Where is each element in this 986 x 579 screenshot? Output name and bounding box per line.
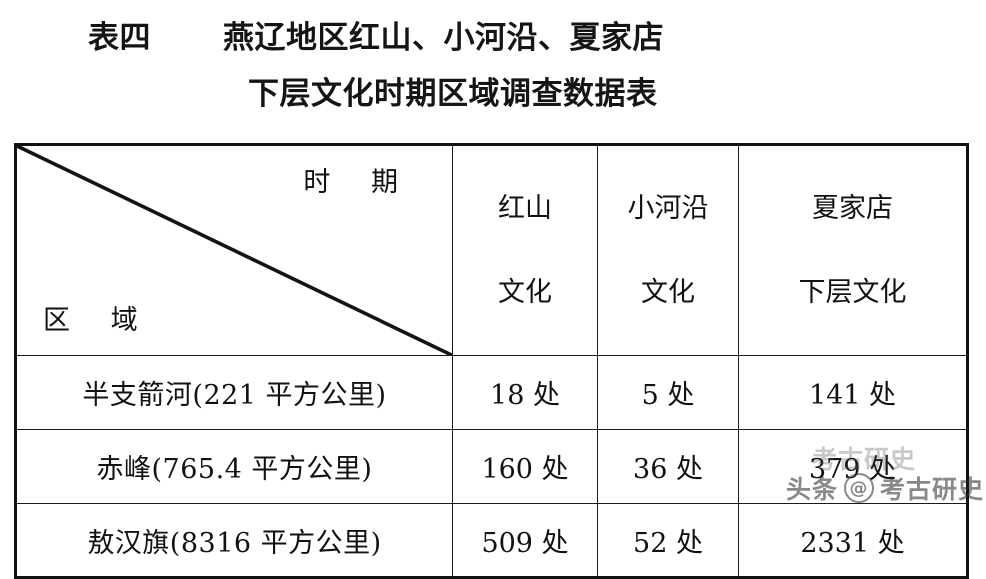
table-row: 敖汉旗(8316 平方公里) 509 处 52 处 2331 处 <box>15 503 968 579</box>
row-region-name: 赤峰(765.4 平方公里) <box>15 429 453 505</box>
row-value-hongshan: 18 处 <box>452 355 598 431</box>
survey-data-table: 时 期 区 域 红山 文化 小河沿 文化 夏家店 下层文化 半支箭河(221 平… <box>14 143 969 579</box>
corner-region-label: 区 域 <box>43 305 154 337</box>
table-number-label: 表四 <box>88 20 151 56</box>
table-header-row: 时 期 区 域 红山 文化 小河沿 文化 夏家店 下层文化 <box>15 143 968 357</box>
column-header-xiaoheyan-line2: 文化 <box>641 276 695 308</box>
title-line-2: 下层文化时期区域调查数据表 <box>0 66 986 122</box>
watermark-prefix: 头条 <box>786 475 839 504</box>
column-header-hongshan: 红山 文化 <box>452 143 598 357</box>
column-header-xiajiadian-line2: 下层文化 <box>798 276 907 308</box>
title-text-line-2: 下层文化时期区域调查数据表 <box>248 76 658 112</box>
table-row: 半支箭河(221 平方公里) 18 处 5 处 141 处 <box>15 355 968 431</box>
at-icon: @ <box>844 473 875 503</box>
row-region-name: 敖汉旗(8316 平方公里) <box>15 503 453 579</box>
column-header-hongshan-line2: 文化 <box>498 276 552 308</box>
table-title-block: 表四 燕辽地区红山、小河沿、夏家店 下层文化时期区域调查数据表 <box>0 10 986 122</box>
row-value-xiaoheyan: 36 处 <box>597 429 739 505</box>
column-header-xiaoheyan: 小河沿 文化 <box>597 143 739 357</box>
column-header-xiajiadian-line1: 夏家店 <box>812 192 893 224</box>
row-value-xiajiadian: 2331 处 <box>738 503 968 579</box>
row-value-hongshan: 160 处 <box>452 429 598 505</box>
watermark-ghost-text: 考古研史 <box>812 445 917 474</box>
corner-period-label: 时 期 <box>303 167 414 198</box>
watermark-account-name: 考古研史 <box>880 475 985 504</box>
row-value-xiajiadian: 141 处 <box>738 355 968 431</box>
row-value-xiaoheyan: 52 处 <box>597 503 739 579</box>
title-text-line-1: 燕辽地区红山、小河沿、夏家店 <box>223 20 664 56</box>
title-line-1: 表四 燕辽地区红山、小河沿、夏家店 <box>0 10 986 66</box>
column-header-xiaoheyan-line1: 小河沿 <box>627 192 709 224</box>
row-region-name: 半支箭河(221 平方公里) <box>15 355 453 431</box>
corner-header-cell: 时 期 区 域 <box>15 143 453 357</box>
column-header-hongshan-line1: 红山 <box>498 192 552 224</box>
column-header-xiajiadian: 夏家店 下层文化 <box>738 143 968 357</box>
watermark: 头条 @ 考古研史 <box>786 470 984 506</box>
row-value-xiaoheyan: 5 处 <box>597 355 739 431</box>
row-value-hongshan: 509 处 <box>452 503 598 579</box>
